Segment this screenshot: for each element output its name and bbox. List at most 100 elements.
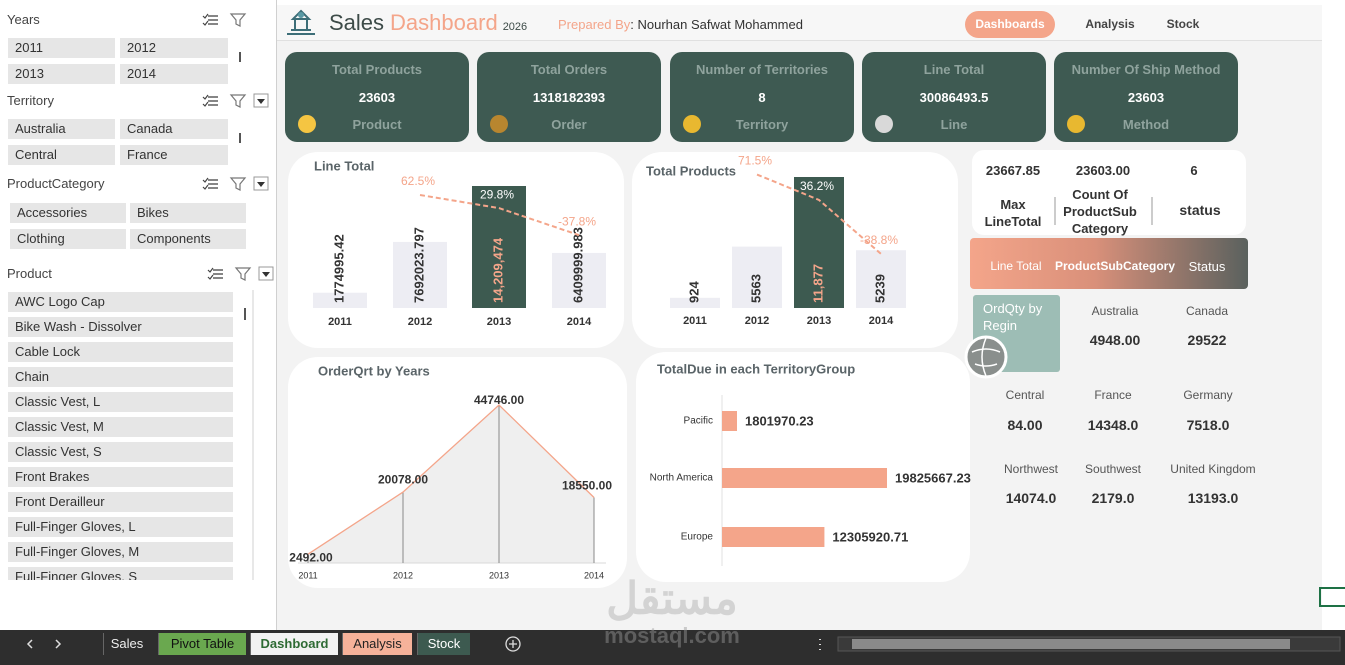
bar (472, 186, 526, 308)
kpi-title: Number Of Ship Method (1071, 62, 1221, 77)
bar-value-label: 924 (686, 281, 701, 303)
multi-select-icon (202, 94, 209, 107)
slicer-item[interactable]: Bike Wash - Dissolver (8, 317, 233, 337)
sheet-tab[interactable]: Stock (417, 633, 470, 655)
kpi-icon (875, 115, 893, 133)
slicer-item[interactable]: 2012 (120, 38, 228, 58)
kpi-title: Total Orders (530, 62, 608, 77)
slicer-title: Product (7, 266, 52, 281)
kpi-icon (298, 115, 316, 133)
tab-nav-left (26, 639, 33, 649)
header-bar (277, 5, 1322, 41)
multi-select-icon (202, 13, 209, 26)
sheet-tab[interactable]: Analysis (342, 633, 412, 655)
slicer-title: Territory (7, 93, 54, 108)
slicer-item[interactable]: Chain (8, 367, 233, 387)
nav-link[interactable]: Analysis (1085, 17, 1135, 31)
slicer-title: Years (7, 12, 40, 27)
filter-icon (229, 13, 247, 27)
stat-value: 23603.00 (1075, 163, 1131, 178)
banner-label: Status (1188, 259, 1226, 274)
region-name: Southwest (1084, 462, 1142, 476)
slicer-item[interactable]: France (120, 145, 228, 165)
slicer-item[interactable]: Full-Finger Gloves, M (8, 542, 233, 562)
slicer-list: AWC Logo Cap Bike Wash - Dissolver Cable L… (0, 290, 255, 580)
y-tick-label: North America (650, 473, 714, 484)
nav-link[interactable]: Stock (1166, 17, 1200, 31)
bar-value-label: 12305920.71 (832, 529, 908, 544)
banner (970, 238, 1248, 289)
bar (722, 527, 825, 547)
slicer-item[interactable]: 2014 (120, 64, 228, 84)
h-scroll-thumb (852, 639, 1290, 649)
slicer-item[interactable]: Front Derailleur (8, 492, 233, 512)
bar-value-label: 7692023.797 (411, 227, 426, 303)
dashboard-title: Sales Dashboard 2026 (329, 10, 527, 36)
slicer-item[interactable]: Full-Finger Gloves, S (8, 567, 233, 580)
logo-dot (298, 12, 304, 18)
kpi-unit: Product (352, 117, 402, 132)
line-value-label: -38.8% (860, 233, 898, 247)
globe-lines (971, 337, 1001, 377)
kpi-title: Line Total (923, 62, 985, 77)
kpi-title: Total Products (331, 62, 423, 77)
slicer-item[interactable]: AWC Logo Cap (8, 292, 233, 312)
stat-label: Max LineTotal (984, 197, 1042, 229)
region-name: Germany (1183, 388, 1233, 402)
stats-card (972, 150, 1246, 235)
region-name: Australia (1091, 304, 1139, 318)
slicer-item[interactable]: Front Brakes (8, 467, 233, 487)
kpi-value: 30086493.5 (919, 90, 989, 105)
slicer-item[interactable]: Full-Finger Gloves, L (8, 517, 233, 537)
slicer-item[interactable]: Classic Vest, L (8, 392, 233, 412)
kpi-card (670, 52, 854, 142)
slicer-title: ProductCategory (7, 176, 105, 191)
slicer-item[interactable]: Central (8, 145, 115, 165)
add-sheet-plus (509, 640, 517, 648)
x-tick-label: 2014 (869, 315, 894, 327)
x-tick-label: 2014 (567, 316, 592, 328)
kpi-value: 23603 (1127, 90, 1165, 105)
sheet-tab[interactable]: Sales (103, 633, 150, 655)
bar (393, 241, 447, 308)
sheet-tab[interactable]: Dashboard (250, 633, 338, 655)
slicer-item[interactable]: 2011 (8, 38, 115, 58)
slicer-item[interactable]: Classic Vest, S (8, 442, 233, 462)
chart-title: Total Products (646, 163, 736, 178)
slicer-item[interactable]: Cable Lock (8, 342, 233, 362)
slicer-item[interactable]: Bikes (130, 203, 246, 223)
slicer-item[interactable]: Classic Vest, M (8, 417, 233, 437)
change-line (419, 194, 580, 237)
region-name: Central (1005, 388, 1045, 402)
kpi-title: Number of Territories (696, 62, 828, 77)
slicer-item[interactable]: Accessories (10, 203, 126, 223)
slicer-item[interactable]: Canada (120, 119, 228, 139)
sheet-tab[interactable]: Pivot Table (158, 633, 246, 655)
slicer-item[interactable]: Australia (8, 119, 115, 139)
slicer-item[interactable]: 2013 (8, 64, 115, 84)
bar (670, 297, 720, 308)
kpi-value: 8 (758, 90, 766, 105)
point-value-label: 18550.00 (562, 479, 612, 493)
dropdown-arrow (257, 99, 265, 104)
bar-value-label: 14,209,474 (490, 237, 505, 303)
bar-value-label: 1801970.23 (745, 413, 814, 428)
slicer-item[interactable]: Clothing (10, 229, 126, 249)
chart-card (288, 152, 624, 348)
selected-cell (1319, 587, 1345, 607)
kpi-icon (683, 115, 701, 133)
bar-value-label: 5239 (872, 274, 887, 303)
region-value: 14348.0 (1087, 417, 1139, 433)
y-tick-label: Pacific (684, 416, 713, 427)
kpi-card (862, 52, 1046, 142)
nav-link[interactable]: Dashboards (965, 11, 1055, 38)
x-tick-label: 2013 (487, 316, 511, 328)
change-line (756, 173, 882, 255)
title-main: Sales (329, 10, 385, 35)
bar-value-label: 6409999.983 (570, 227, 585, 303)
logo (287, 9, 315, 35)
point-value-label: 44746.00 (474, 393, 524, 407)
prepared-name: : Nourhan Safwat Mohammed (630, 17, 803, 32)
slicer-item[interactable]: Components (130, 229, 246, 249)
